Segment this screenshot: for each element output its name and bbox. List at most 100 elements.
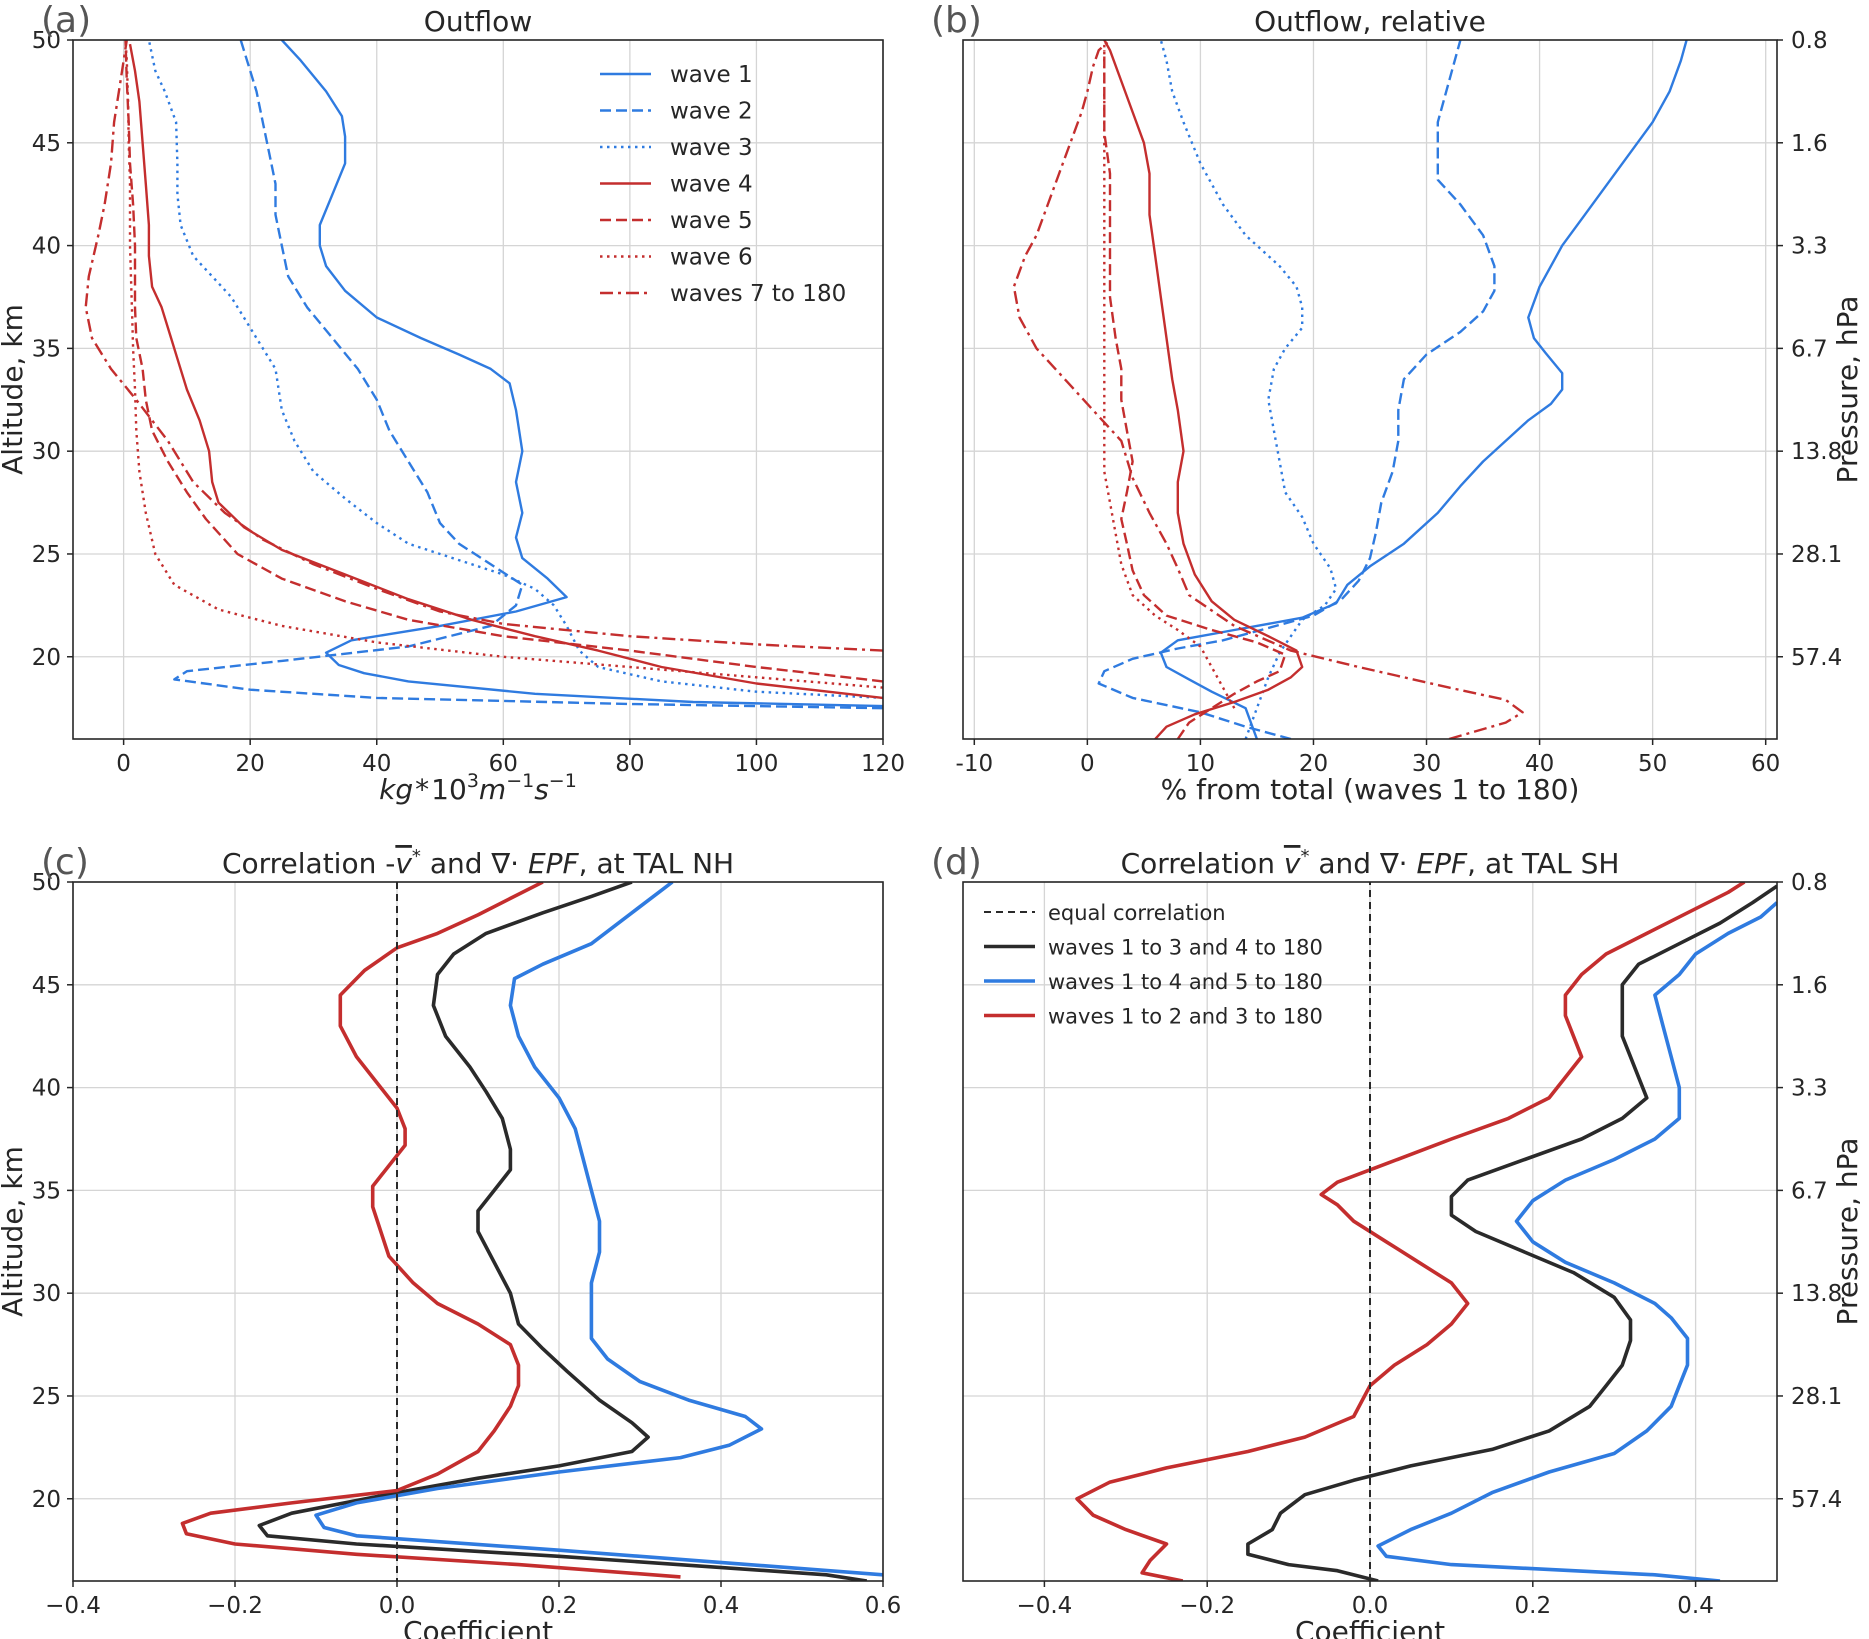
title-part: ∇ [1379, 847, 1399, 880]
chart-title: Outflow, relative [1254, 5, 1486, 38]
x-label-part: −1 [549, 770, 577, 792]
legend-entry: equal correlation [1048, 901, 1226, 925]
series-line [280, 40, 883, 708]
x-label-part: 10 [431, 773, 467, 806]
title-part: Correlation [1121, 847, 1284, 880]
y-tick-label-right: 13.8 [1791, 439, 1842, 465]
x-axis-label: kg*103m−1s−1 [379, 770, 577, 806]
legend-entry: wave 5 [670, 208, 753, 234]
y-tick-label-right: 28.1 [1791, 542, 1842, 568]
x-tick-label: 0 [1080, 751, 1095, 777]
title-part: , at TAL NH [579, 847, 734, 880]
series-line [124, 40, 883, 689]
title-part: · [510, 847, 528, 880]
panel-d: −0.4 −0.2 0.0 0.2 0.4 57.4 28.1 13.8 6.7 3.3 1.6 0.… [931, 842, 1864, 1639]
legend-entry: wave 3 [670, 135, 753, 161]
x-tick-label: 40 [1525, 751, 1554, 777]
panel-label: (a) [41, 0, 91, 41]
y-axis-label: Altitude, km [0, 304, 29, 475]
series-line [1075, 882, 1746, 1581]
x-tick-label: 0.0 [1352, 1593, 1389, 1619]
y-tick-label: 45 [32, 131, 61, 157]
x-tick-label: 80 [615, 751, 644, 777]
legend-entry: waves 1 to 4 and 5 to 180 [1048, 970, 1323, 994]
title-part: v [1284, 847, 1301, 880]
series-group [180, 882, 883, 1581]
y-tick-label-right: 0.8 [1791, 870, 1828, 896]
series-group [84, 40, 883, 710]
x-tick-label: 30 [1412, 751, 1441, 777]
x-axis-label: Coefficient [403, 1615, 553, 1639]
y-tick-label-right: 1.6 [1791, 973, 1828, 999]
axes-frame [72, 39, 884, 740]
x-tick-label: 0.2 [1515, 1593, 1552, 1619]
series-line [1012, 40, 1524, 739]
title-part: * [412, 846, 421, 867]
title-part: v [395, 847, 412, 880]
y-tick-label: 25 [32, 542, 61, 568]
legend-entry: wave 4 [670, 172, 753, 198]
x-tick-label: 60 [1751, 751, 1780, 777]
series-line [84, 40, 883, 652]
panel-label: (b) [931, 0, 982, 41]
title-part: * [1300, 846, 1309, 867]
x-label-part: −1 [506, 770, 534, 792]
panel-label: (d) [931, 842, 982, 883]
y-tick-label: 20 [32, 645, 61, 671]
x-tick-label: -10 [956, 751, 994, 777]
x-tick-label: 120 [861, 751, 905, 777]
panel-c: −0.4 −0.2 0.0 0.2 0.4 0.6 20 25 30 35 40 45 50(c) Cor… [0, 842, 901, 1639]
series-line [1246, 884, 1777, 1581]
x-label-part: * [415, 773, 429, 806]
y-tick-label-right: 0.8 [1791, 28, 1828, 54]
chart-title: Correlation -v* and ∇· EPF, at TAL NH [222, 846, 734, 880]
y-tick-label: 45 [32, 973, 61, 999]
y-tick-label: 40 [32, 1076, 61, 1102]
series-line [1103, 40, 1304, 739]
x-tick-label: 0.4 [703, 1593, 740, 1619]
legend-entry: waves 1 to 3 and 4 to 180 [1048, 936, 1323, 960]
x-tick-label: 50 [1638, 751, 1667, 777]
x-tick-label: 0.0 [379, 1593, 416, 1619]
series-line [124, 40, 883, 683]
series-line [314, 882, 883, 1577]
x-tick-label: 40 [362, 751, 391, 777]
series-line [180, 882, 681, 1579]
x-tick-label: −0.2 [1179, 1593, 1235, 1619]
series-line [128, 43, 883, 700]
legend-d: equal correlation waves 1 to 3 and 4 to 1… [984, 901, 1323, 1029]
legend-entry: wave 6 [670, 245, 753, 271]
legend-entry: wave 1 [670, 62, 753, 88]
x-tick-label: −0.4 [45, 1593, 101, 1619]
x-tick-label: −0.4 [1016, 1593, 1072, 1619]
x-tick-label: 0 [116, 751, 131, 777]
x-label-part: 3 [467, 770, 479, 792]
series-group [1075, 882, 1777, 1581]
x-tick-label: 100 [734, 751, 778, 777]
axes-frame [72, 881, 884, 1582]
y-tick-label-right: 57.4 [1791, 1487, 1842, 1513]
y-tick-label: 35 [32, 1178, 61, 1204]
axes-frame [962, 39, 1778, 740]
x-label-part: s [534, 773, 549, 806]
x-axis-label: % from total (waves 1 to 180) [1161, 773, 1580, 806]
x-tick-label: 0.2 [541, 1593, 578, 1619]
panel-b: -10 0 10 20 30 40 50 60 57.4 28.1 13.8 6.7 3.3 1.6 0.8… [931, 0, 1864, 806]
y-tick-label-right: 6.7 [1791, 1178, 1828, 1204]
legend-entry: waves 1 to 2 and 3 to 180 [1048, 1005, 1323, 1029]
y-tick-label-right: 57.4 [1791, 645, 1842, 671]
title-part: EPF [528, 847, 580, 880]
axes-frame [962, 881, 1778, 1582]
series-line [1159, 40, 1338, 739]
series-line [147, 40, 883, 700]
panel-a: 0 20 40 60 80 100 120 20 25 30 35 40 45 50(a) Outflow k… [0, 0, 905, 806]
series-line [173, 40, 883, 710]
y-tick-label-right: 3.3 [1791, 234, 1828, 260]
series-line [1159, 40, 1688, 739]
title-part: ∇ [490, 847, 510, 880]
x-label-part: m [479, 773, 506, 806]
panel-label: (c) [41, 842, 89, 883]
y-tick-label: 30 [32, 439, 61, 465]
x-tick-label: 60 [489, 751, 518, 777]
